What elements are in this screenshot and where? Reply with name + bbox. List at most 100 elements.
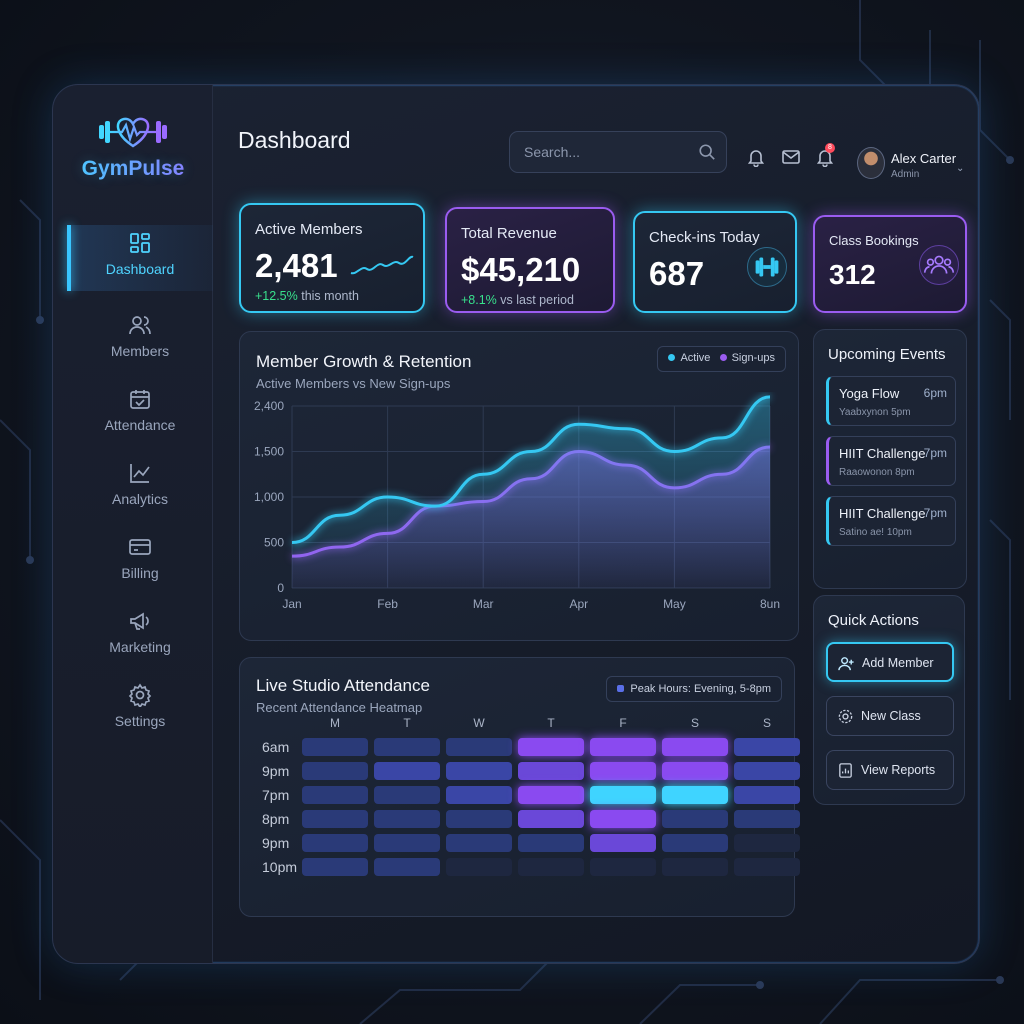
heatmap-cell[interactable] xyxy=(446,834,512,852)
heatmap-cell[interactable] xyxy=(734,762,800,780)
sidebar-item-settings[interactable]: Settings xyxy=(67,677,213,743)
heatmap-cell[interactable] xyxy=(518,786,584,804)
heatmap-cell[interactable] xyxy=(302,762,368,780)
heatmap-cell[interactable] xyxy=(302,786,368,804)
members-icon xyxy=(129,316,151,335)
heatmap-cell[interactable] xyxy=(446,810,512,828)
chevron-down-icon[interactable]: ⌄ xyxy=(956,163,965,174)
quick-actions-panel: Quick Actions Add Member New Class View … xyxy=(813,595,965,805)
sidebar-item-label: Members xyxy=(110,343,170,359)
heatmap-cell[interactable] xyxy=(518,762,584,780)
button-label: Add Member xyxy=(862,656,934,670)
heatmap-cell[interactable] xyxy=(662,786,728,804)
legend-label-active: Active xyxy=(680,352,711,364)
event-time: 7pm xyxy=(923,446,947,460)
event-item[interactable]: HIIT Challenge 7pm Raaowonon 8pm xyxy=(826,436,956,486)
sidebar-item-marketing[interactable]: Marketing xyxy=(67,603,213,669)
heatmap-cell[interactable] xyxy=(374,738,440,756)
event-name: Yoga Flow xyxy=(839,386,900,401)
heatmap-cell[interactable] xyxy=(302,858,368,876)
sidebar-item-analytics[interactable]: Analytics xyxy=(67,455,213,521)
heatmap-cell[interactable] xyxy=(734,738,800,756)
kpi-card-total-revenue[interactable]: Total Revenue $45,210 +8.1% vs last peri… xyxy=(445,207,615,313)
heatmap-cell[interactable] xyxy=(374,786,440,804)
avatar[interactable] xyxy=(857,147,885,179)
heatmap-cell[interactable] xyxy=(662,834,728,852)
analytics-icon xyxy=(130,464,150,483)
event-time: 6pm xyxy=(923,386,947,400)
heatmap-cell[interactable] xyxy=(518,834,584,852)
heatmap-cell[interactable] xyxy=(302,834,368,852)
heatmap-cell[interactable] xyxy=(590,762,656,780)
heatmap-cell[interactable] xyxy=(302,738,368,756)
heatmap-cell[interactable] xyxy=(662,738,728,756)
new-class-button[interactable]: New Class xyxy=(826,696,954,736)
sidebar-item-dashboard[interactable]: Dashboard xyxy=(67,225,213,291)
sidebar-item-attendance[interactable]: Attendance xyxy=(67,381,213,447)
heatmap-cell[interactable] xyxy=(302,810,368,828)
heatmap-cell[interactable] xyxy=(590,858,656,876)
heatmap-cell[interactable] xyxy=(374,834,440,852)
add-member-button[interactable]: Add Member xyxy=(826,642,954,682)
chart-legend: Active Sign-ups xyxy=(657,346,786,372)
heatmap-cell[interactable] xyxy=(734,786,800,804)
x-tick-label: Jan xyxy=(282,597,301,611)
heatmap-cell[interactable] xyxy=(446,786,512,804)
heatmap-cell[interactable] xyxy=(518,858,584,876)
panel-title: Upcoming Events xyxy=(828,346,946,363)
sidebar-item-label: Settings xyxy=(114,713,166,729)
chart-title: Member Growth & Retention xyxy=(256,352,472,371)
heatmap-cell[interactable] xyxy=(446,762,512,780)
view-reports-button[interactable]: View Reports xyxy=(826,750,954,790)
heatmap-day-label: S xyxy=(762,716,771,730)
heatmap-cell[interactable] xyxy=(590,834,656,852)
kpi-value: 312 xyxy=(829,259,876,290)
upcoming-events-panel: Upcoming Events Yoga Flow 6pm Yaabxynon … xyxy=(813,329,967,589)
heatmap-cell[interactable] xyxy=(446,738,512,756)
search-placeholder: Search... xyxy=(524,144,581,160)
heatmap-cell[interactable] xyxy=(374,762,440,780)
event-subtitle: Yaabxynon 5pm xyxy=(839,407,911,418)
heatmap-cell[interactable] xyxy=(734,834,800,852)
page-title: Dashboard xyxy=(238,127,351,153)
heatmap-day-label: T xyxy=(547,716,555,730)
heatmap-cell[interactable] xyxy=(734,810,800,828)
sidebar-item-label: Billing xyxy=(121,565,159,581)
kpi-note: +8.1% vs last period xyxy=(461,293,574,307)
search-input[interactable]: Search... xyxy=(509,131,727,173)
event-item[interactable]: Yoga Flow 6pm Yaabxynon 5pm xyxy=(826,376,956,426)
event-subtitle: Satino ae! 10pm xyxy=(839,527,912,538)
mail-icon[interactable] xyxy=(781,147,801,167)
search-icon[interactable] xyxy=(698,143,716,161)
heatmap-cell[interactable] xyxy=(518,738,584,756)
heatmap-cell[interactable] xyxy=(662,858,728,876)
group-icon xyxy=(919,245,959,285)
heatmap-cell[interactable] xyxy=(662,810,728,828)
sidebar-item-billing[interactable]: Billing xyxy=(67,529,213,595)
heatmap-cell[interactable] xyxy=(590,738,656,756)
y-tick-label: 500 xyxy=(264,536,284,550)
event-item[interactable]: HIIT Challenge 7pm Satino ae! 10pm xyxy=(826,496,956,546)
heatmap-time-label: 10pm xyxy=(262,859,298,875)
heatmap-cell[interactable] xyxy=(590,786,656,804)
kpi-card-active-members[interactable]: Active Members 2,481 +12.5% this month xyxy=(239,203,425,313)
sidebar-item-members[interactable]: Members xyxy=(67,307,213,373)
heatmap-cell[interactable] xyxy=(374,858,440,876)
growth-chart-plot: 0 500 1,000 1,500 2,400 Jan Feb Mar Apr May 8un xyxy=(254,395,780,611)
kpi-value: $45,210 xyxy=(461,251,581,288)
heatmap-cell[interactable] xyxy=(446,858,512,876)
kpi-label: Class Bookings xyxy=(829,233,919,248)
add-user-icon xyxy=(838,657,854,671)
heatmap-cell[interactable] xyxy=(734,858,800,876)
heart-dumbbell-icon xyxy=(99,117,167,148)
bell-icon[interactable] xyxy=(746,147,766,167)
heatmap-cell[interactable] xyxy=(662,762,728,780)
kpi-card-check-ins[interactable]: Check-ins Today 687 xyxy=(633,211,797,313)
kpi-card-class-bookings[interactable]: Class Bookings 312 xyxy=(813,215,967,313)
heatmap-cell[interactable] xyxy=(518,810,584,828)
event-name: HIIT Challenge xyxy=(839,506,926,521)
heatmap-cell[interactable] xyxy=(374,810,440,828)
user-name[interactable]: Alex Carter xyxy=(891,151,957,166)
heatmap-cell[interactable] xyxy=(590,810,656,828)
kpi-change-text: this month xyxy=(301,289,359,303)
